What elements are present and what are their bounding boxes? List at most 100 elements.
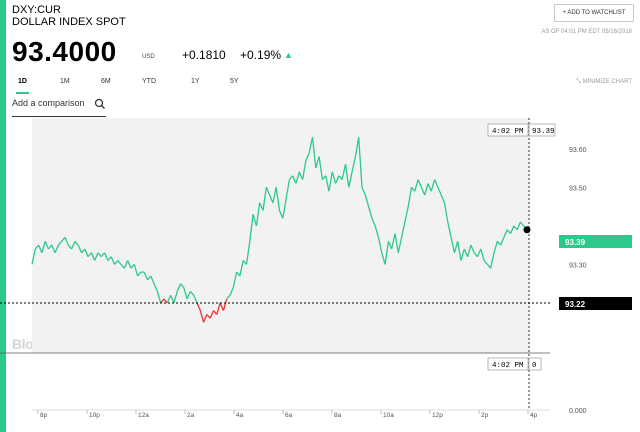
price-line-segment [305, 152, 310, 161]
price-line-segment [278, 210, 284, 219]
price-line-segment [513, 225, 518, 231]
price-line-segment [229, 287, 234, 296]
price-line-segment [249, 214, 254, 242]
price-line-segment [331, 171, 337, 184]
price-line-segment [61, 236, 66, 242]
crosshair-time-box [487, 123, 529, 137]
price-line-segment [411, 186, 416, 192]
price-line-segment [358, 137, 363, 188]
price-line-segment [31, 248, 36, 265]
price-line-segment [318, 156, 324, 180]
price-line-segment [437, 187, 442, 196]
price-line-segment [285, 179, 291, 200]
price-line-segment [127, 260, 132, 269]
price-line-segment [163, 298, 168, 304]
price-line-segment [269, 194, 274, 204]
price-line-segment [344, 164, 350, 188]
range-ytd[interactable]: YTD [142, 78, 156, 85]
range-5y[interactable]: 5Y [230, 78, 239, 85]
price-line-segment [94, 252, 99, 261]
price-line-segment [160, 298, 165, 304]
price-line-segment [414, 179, 419, 192]
x-tick-label: 8p [40, 412, 48, 419]
price-line-segment [216, 302, 221, 315]
price-line-segment [84, 248, 89, 257]
price-line-segment [117, 260, 122, 265]
price-line-segment [189, 290, 195, 296]
price-line-segment [407, 187, 413, 207]
price-line-segment [417, 179, 422, 188]
price-line-segment [354, 137, 360, 157]
price-line-segment [367, 206, 373, 219]
price-line-segment [311, 137, 317, 169]
price-line-segment [490, 252, 495, 269]
comparison-input[interactable]: Add a comparison [12, 98, 85, 108]
volume-time-box [487, 357, 529, 371]
x-tick-label: 10p [89, 412, 100, 419]
price-line-segment [381, 252, 386, 265]
price-line-segment [206, 314, 211, 319]
price-line [31, 137, 528, 323]
x-tick-label: 12a [138, 412, 149, 419]
price-line-segment [226, 294, 231, 300]
comparison-search[interactable]: Add a comparison [12, 96, 106, 117]
price-line-segment [384, 241, 390, 265]
add-to-watchlist-button[interactable]: + ADD TO WATCHLIST [554, 4, 634, 22]
price-line-segment [483, 260, 488, 265]
price-line-segment [51, 244, 56, 254]
price-line-segment [424, 183, 429, 196]
x-tick-label: 10a [383, 412, 394, 419]
price-area-fill [32, 137, 527, 353]
price-line-segment [476, 248, 482, 257]
price-line-segment [341, 164, 347, 180]
price-line-segment [374, 225, 380, 238]
price-line-segment [496, 240, 502, 246]
price-line-segment [391, 233, 396, 250]
price-line-segment [453, 241, 459, 253]
price-line-segment [387, 241, 393, 250]
volume-time: 4:02 PM [492, 362, 524, 370]
volume-axis-label: 0.000 [569, 408, 587, 415]
price-line-segment [48, 244, 53, 250]
volume-value-box [528, 357, 542, 371]
price-line-segment [298, 171, 304, 180]
range-1y[interactable]: 1Y [191, 78, 200, 85]
crosshair-value: 93.39 [532, 128, 555, 136]
price-line-segment [219, 302, 224, 311]
accent-bar [0, 0, 6, 432]
price-line-segment [110, 256, 116, 265]
minimize-chart-button[interactable]: ⤡ MINIMIZE CHART [576, 79, 632, 86]
range-1m[interactable]: 1M [60, 78, 70, 85]
y-tick-label: 93.30 [569, 262, 587, 269]
previous-close-badge [559, 297, 632, 310]
price-line-segment [480, 248, 485, 261]
price-area [32, 137, 527, 353]
price-line-segment [315, 156, 320, 169]
search-icon[interactable] [94, 98, 106, 110]
price-line-segment [54, 244, 59, 254]
price-line-segment [335, 175, 340, 184]
crosshair-value-box [528, 123, 556, 137]
range-1d[interactable]: 1D [18, 78, 27, 85]
price-line-segment [104, 252, 109, 261]
price-line-segment [123, 260, 129, 269]
price-line-segment [203, 314, 208, 323]
price-line-segment [107, 256, 112, 261]
price-line-segment [434, 179, 439, 188]
price-line-segment [288, 175, 294, 181]
price-line-segment [143, 271, 149, 281]
price-line-segment [57, 240, 63, 246]
price-line-segment [308, 137, 314, 153]
price-line-segment [262, 187, 267, 211]
price-line-segment [328, 171, 333, 192]
price-line-segment [239, 260, 244, 277]
currency-label: USD [142, 54, 155, 60]
price-line-segment [394, 233, 399, 253]
price-line-segment [196, 302, 201, 311]
x-axis: 8p 10p 12a 2a 4a 6a 8a 10a 12p 2p 4p [37, 410, 538, 419]
price-line-segment [493, 241, 498, 253]
range-6m[interactable]: 6M [101, 78, 111, 85]
price-line-segment [255, 202, 261, 226]
x-tick-label: 12p [432, 412, 443, 419]
